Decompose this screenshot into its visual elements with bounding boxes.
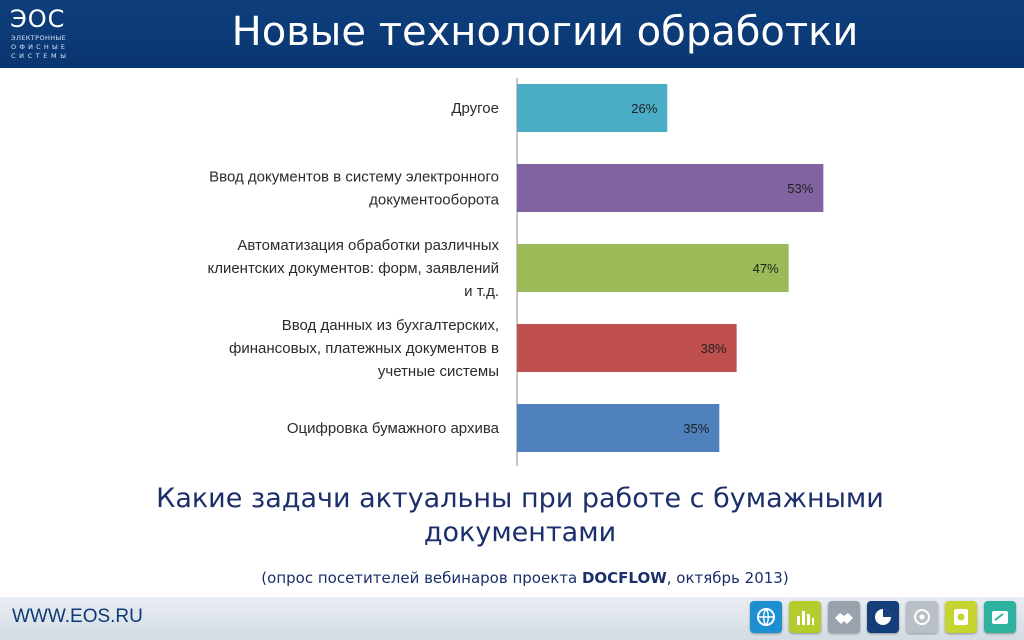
logo-line-2: ОФИСНЫЕ: [11, 43, 69, 51]
bar-value-label-3: 38%: [701, 341, 727, 356]
survey-source: (опрос посетителей вебинаров проекта DOC…: [90, 568, 960, 588]
category-label-0: Другое: [451, 100, 499, 117]
folder-sign-icon[interactable]: [984, 601, 1016, 633]
document-stamp-icon[interactable]: [945, 601, 977, 633]
handshake-icon[interactable]: [828, 601, 860, 633]
page-title: Новые технологии обработки: [231, 9, 859, 55]
bar-0: [517, 84, 668, 132]
footer-bar: WWW.EOS.RU: [0, 597, 1024, 640]
globe-arrows-icon[interactable]: [750, 601, 782, 633]
bar-4: [517, 404, 720, 452]
source-prefix: (опрос посетителей вебинаров проекта: [261, 569, 582, 587]
bar-value-label-2: 47%: [753, 261, 779, 276]
pie-disk-icon[interactable]: [867, 601, 899, 633]
bar-1: [517, 164, 824, 212]
category-label-4: Оцифровка бумажного архива: [287, 420, 500, 437]
logo-line-3: СИСТЕМЫ: [11, 52, 70, 60]
bar-chart-icon[interactable]: [789, 601, 821, 633]
bar-value-label-1: 53%: [787, 181, 813, 196]
header-band: ЭОС ЭЛЕКТРОННЫЕ ОФИСНЫЕ СИСТЕМЫ Новые те…: [0, 0, 1024, 68]
category-label-2: Автоматизация обработки различных клиентс…: [207, 237, 499, 300]
bar-value-label-4: 35%: [683, 421, 709, 436]
source-suffix: , октябрь 2013): [666, 569, 789, 587]
globe-gear-icon[interactable]: [906, 601, 938, 633]
source-project-name: DOCFLOW: [581, 569, 667, 587]
bar-2: [517, 244, 789, 292]
logo-line-1: ЭЛЕКТРОННЫЕ: [11, 34, 67, 42]
chart-question: Какие задачи актуальны при работе с бума…: [156, 483, 884, 548]
category-label-3: Ввод данных из бухгалтерских, финансовых,…: [229, 317, 499, 380]
bar-value-label-0: 26%: [631, 101, 657, 116]
bar-3: [517, 324, 737, 372]
logo-main-text: ЭОС: [10, 5, 66, 33]
site-link[interactable]: WWW.EOS.RU: [12, 606, 143, 627]
survey-bar-chart: 26% Другое 53% Ввод документов в систему эл…: [207, 78, 824, 466]
eos-logo[interactable]: ЭОС ЭЛЕКТРОННЫЕ ОФИСНЫЕ СИСТЕМЫ: [10, 6, 90, 62]
category-label-1: Ввод документов в систему электронного до…: [209, 169, 499, 209]
